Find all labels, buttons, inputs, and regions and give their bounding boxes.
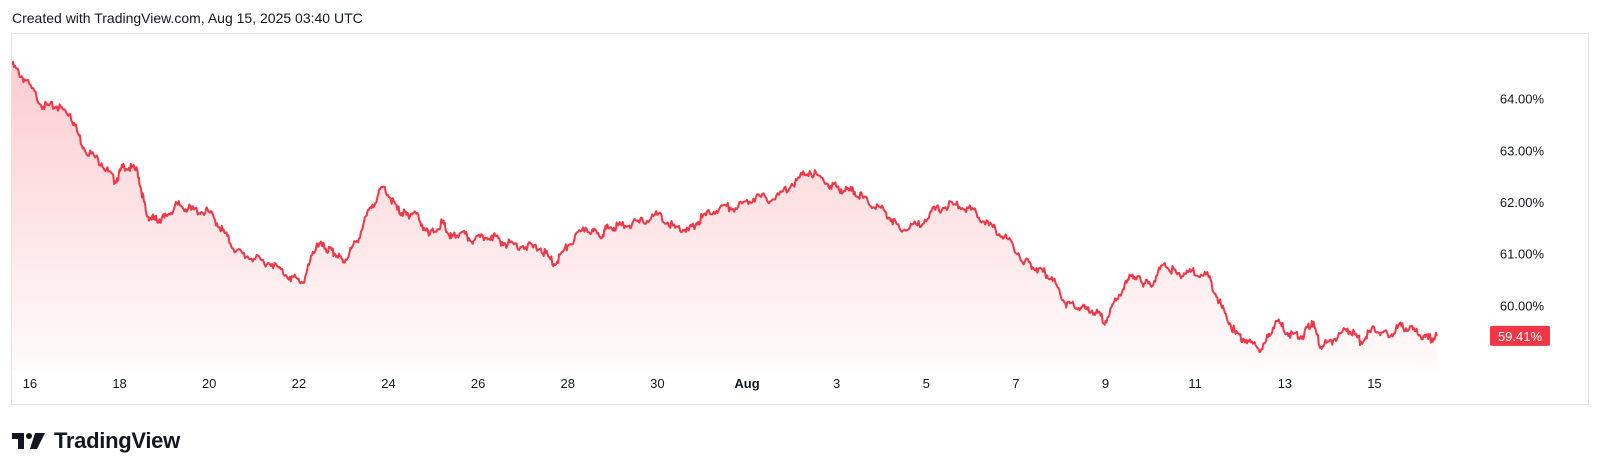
tradingview-logo-icon [12,433,45,449]
y-tick-label: 64.00% [1500,92,1545,107]
price-line-layer [12,60,1439,354]
x-tick-label: 15 [1367,376,1381,391]
x-tick-label: 18 [112,376,126,391]
x-tick-label: 30 [650,376,664,391]
x-tick-label: Aug [734,376,759,391]
y-tick-label: 63.00% [1500,143,1545,158]
price-chart[interactable]: 60.00% 61.00% 62.00% 63.00% 64.00% 16 18 20 22 2… [12,34,1588,404]
area-fill-layer [12,61,1438,371]
created-with-caption: Created with TradingView.com, Aug 15, 20… [12,10,363,26]
x-tick-label: 28 [560,376,574,391]
x-tick-label: 13 [1278,376,1292,391]
y-tick-label: 61.00% [1500,247,1545,262]
tradingview-logo[interactable]: TradingView [12,428,180,454]
x-tick-label: 3 [833,376,840,391]
x-tick-label: 16 [23,376,37,391]
last-price-marker: 59.41% [1490,325,1550,346]
last-price-badge [1490,325,1550,346]
time-axis[interactable]: 16 18 20 22 24 26 28 30 Aug 3 5 7 9 11 13 15 [23,376,1382,391]
x-tick-label: 26 [471,376,485,391]
price-axis[interactable]: 60.00% 61.00% 62.00% 63.00% 64.00% [1500,92,1545,314]
tradingview-brand-text: TradingView [54,428,180,453]
x-tick-label: 20 [202,376,216,391]
x-tick-label: 22 [292,376,306,391]
area-fill [12,61,1438,371]
x-tick-label: 9 [1102,376,1109,391]
x-tick-label: 7 [1012,376,1019,391]
x-tick-label: 11 [1188,376,1202,391]
x-tick-label: 24 [381,376,395,391]
y-tick-label: 62.00% [1500,195,1545,210]
last-price-label: 59.41% [1498,329,1543,344]
chart-frame[interactable]: 60.00% 61.00% 62.00% 63.00% 64.00% 16 18 20 22 2… [11,33,1589,405]
y-tick-label: 60.00% [1500,298,1545,313]
series-line [12,60,1439,354]
x-tick-label: 5 [923,376,930,391]
